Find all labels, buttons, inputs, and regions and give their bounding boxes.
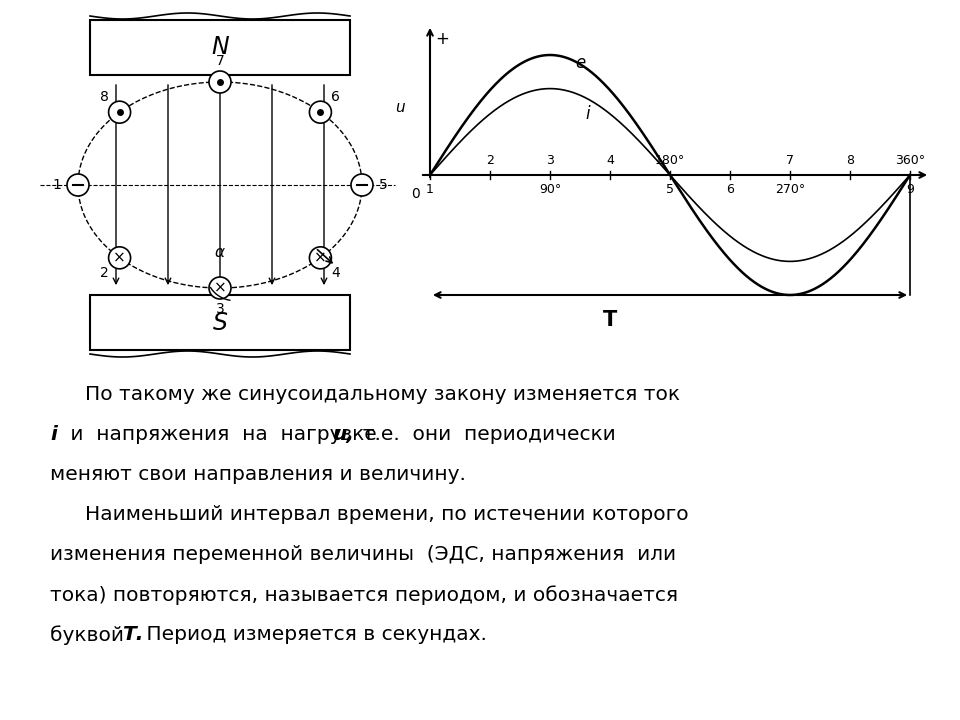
Text: Т.: Т. — [122, 625, 143, 644]
Text: +: + — [435, 30, 449, 48]
Text: меняют свои направления и величину.: меняют свои направления и величину. — [50, 465, 466, 484]
Text: Период измеряется в секундах.: Период измеряется в секундах. — [140, 625, 487, 644]
Text: 1: 1 — [426, 183, 434, 196]
Text: 5: 5 — [666, 183, 674, 196]
Text: i: i — [586, 104, 589, 122]
Text: S: S — [212, 310, 228, 335]
Text: u: u — [395, 99, 404, 114]
Text: 8: 8 — [846, 154, 854, 167]
Text: 6: 6 — [331, 90, 340, 104]
Text: T: T — [603, 310, 617, 330]
Text: 3: 3 — [546, 154, 554, 167]
Text: 0: 0 — [411, 187, 420, 201]
Circle shape — [351, 174, 373, 196]
Text: α: α — [214, 245, 225, 260]
Circle shape — [108, 247, 131, 269]
Text: i: i — [50, 425, 57, 444]
Text: изменения переменной величины  (ЭДС, напряжения  или: изменения переменной величины (ЭДС, напр… — [50, 545, 676, 564]
Text: буквой: буквой — [50, 625, 131, 644]
Bar — [90, 295, 350, 350]
Circle shape — [309, 102, 331, 123]
Text: 90°: 90° — [539, 183, 562, 196]
Text: ×: × — [113, 251, 126, 266]
Bar — [90, 20, 350, 75]
Text: 1: 1 — [53, 178, 61, 192]
Circle shape — [209, 71, 231, 93]
Text: N: N — [211, 35, 228, 60]
Text: 2: 2 — [101, 266, 109, 279]
Text: 4: 4 — [331, 266, 340, 279]
Text: т.е.  они  периодически: т.е. они периодически — [350, 425, 615, 444]
Text: Наименьший интервал времени, по истечении которого: Наименьший интервал времени, по истечени… — [85, 505, 688, 524]
Circle shape — [108, 102, 131, 123]
Text: ×: × — [214, 281, 227, 295]
Text: 4: 4 — [606, 154, 614, 167]
Text: 7: 7 — [216, 54, 225, 68]
Text: 5: 5 — [378, 178, 388, 192]
Text: 6: 6 — [726, 183, 734, 196]
Text: 270°: 270° — [775, 183, 805, 196]
Text: 360°: 360° — [895, 154, 925, 167]
Text: 9: 9 — [906, 183, 914, 196]
Circle shape — [309, 247, 331, 269]
Text: ×: × — [314, 251, 326, 266]
Text: u,: u, — [333, 425, 355, 444]
Text: 8: 8 — [100, 90, 109, 104]
Text: 3: 3 — [216, 302, 225, 316]
Circle shape — [209, 277, 231, 299]
Text: 7: 7 — [786, 154, 794, 167]
Text: и  напряжения  на  нагрузке: и напряжения на нагрузке — [64, 425, 383, 444]
Text: 2: 2 — [486, 154, 494, 167]
Text: По такому же синусоидальному закону изменяется ток: По такому же синусоидальному закону изме… — [85, 385, 680, 404]
Text: 180°: 180° — [655, 154, 685, 167]
Text: тока) повторяются, называется периодом, и обозначается: тока) повторяются, называется периодом, … — [50, 585, 678, 605]
Circle shape — [67, 174, 89, 196]
Text: e: e — [575, 54, 586, 72]
